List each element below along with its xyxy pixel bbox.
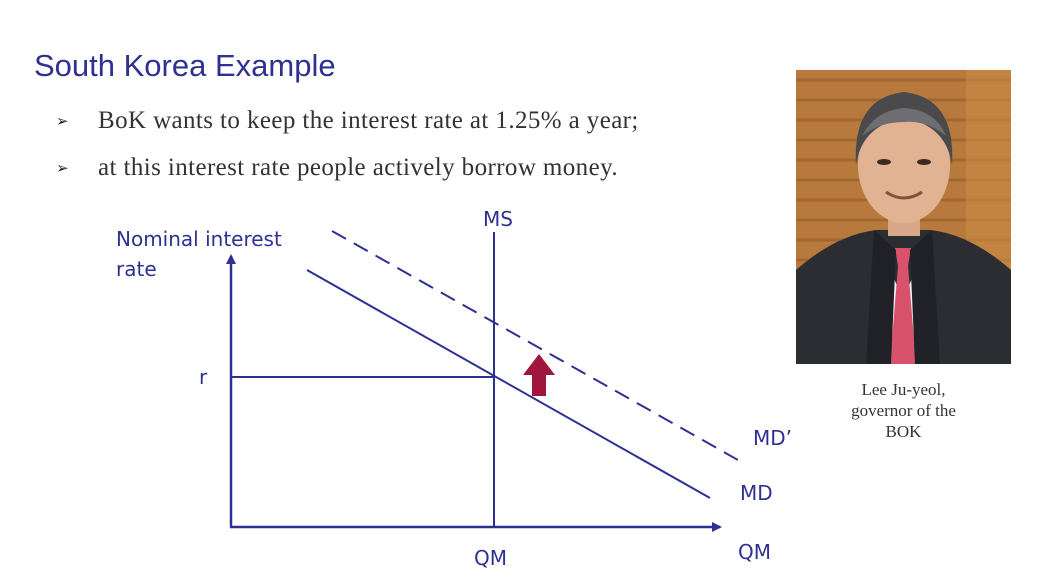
md-prime-label: MD’ bbox=[753, 426, 793, 450]
slide-title: South Korea Example bbox=[34, 48, 336, 83]
y-axis-label: Nominal interest rate bbox=[116, 227, 282, 281]
bullet-list: ➢ BoK wants to keep the interest rate at… bbox=[56, 107, 639, 202]
x-axis-label: QM bbox=[738, 540, 771, 564]
caption-line: governor of the bbox=[851, 401, 956, 420]
md-prime-curve bbox=[331, 230, 739, 461]
md-label: MD bbox=[740, 481, 773, 505]
caption-line: BOK bbox=[885, 422, 922, 441]
ms-label: MS bbox=[483, 207, 513, 231]
caption-line: Lee Ju-yeol, bbox=[861, 380, 946, 399]
bullet-item: ➢ at this interest rate people actively … bbox=[56, 154, 639, 181]
qm-label: QM bbox=[474, 546, 507, 570]
bullet-item: ➢ BoK wants to keep the interest rate at… bbox=[56, 107, 639, 134]
governor-photo bbox=[796, 70, 1011, 364]
arrowhead-bullet-icon: ➢ bbox=[56, 112, 69, 130]
md-curve bbox=[306, 269, 711, 499]
shift-up-arrow-icon bbox=[523, 354, 555, 396]
photo-caption: Lee Ju-yeol, governor of the BOK bbox=[796, 379, 1011, 442]
r-label: r bbox=[199, 365, 208, 389]
bullet-text: at this interest rate people actively bo… bbox=[98, 154, 618, 181]
bullet-text: BoK wants to keep the interest rate at 1… bbox=[98, 107, 639, 134]
portrait-image bbox=[796, 70, 1011, 364]
arrowhead-bullet-icon: ➢ bbox=[56, 159, 69, 177]
